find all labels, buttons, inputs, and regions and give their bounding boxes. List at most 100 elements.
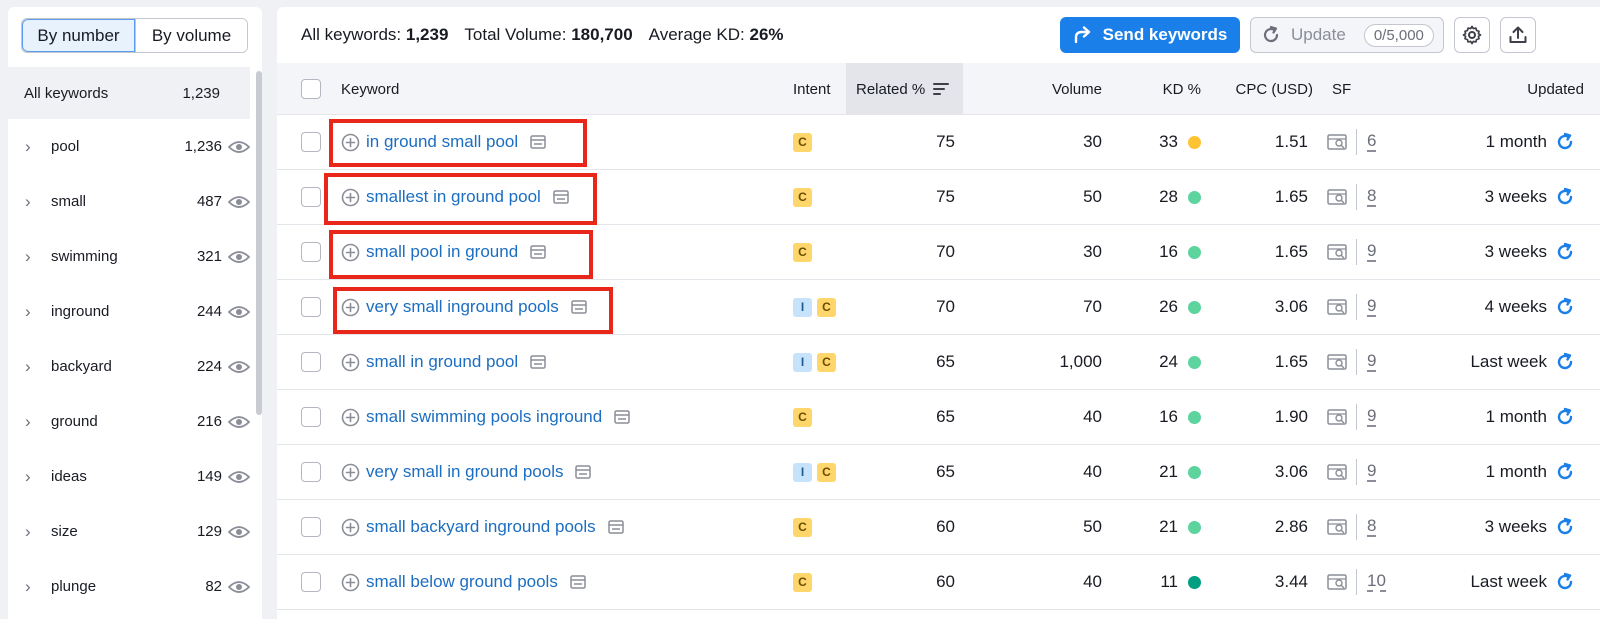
eye-icon[interactable]	[228, 470, 250, 484]
serp-features-icon[interactable]	[1327, 299, 1347, 315]
row-checkbox[interactable]	[301, 407, 321, 427]
by-number-button[interactable]: By number	[22, 19, 135, 52]
chevron-right-icon[interactable]: ›	[25, 466, 31, 486]
chevron-right-icon[interactable]: ›	[25, 521, 31, 541]
keyword-link[interactable]: small swimming pools inground	[366, 407, 603, 426]
serp-preview-icon[interactable]	[530, 355, 546, 369]
eye-icon[interactable]	[228, 415, 250, 429]
row-checkbox[interactable]	[301, 462, 321, 482]
refresh-icon[interactable]	[1555, 517, 1575, 537]
keyword-group-size[interactable]: › size 129	[8, 504, 250, 559]
serp-preview-icon[interactable]	[607, 520, 624, 534]
keyword-group-plunge[interactable]: › plunge 82	[8, 559, 250, 614]
send-keywords-button[interactable]: Send keywords	[1060, 17, 1240, 53]
keyword-group-backyard[interactable]: › backyard 224	[8, 339, 250, 394]
refresh-icon[interactable]	[1555, 242, 1575, 262]
add-circle-icon[interactable]	[341, 133, 360, 152]
keyword-link[interactable]: small pool in ground	[366, 242, 519, 261]
chevron-right-icon[interactable]: ›	[25, 136, 31, 156]
refresh-icon[interactable]	[1555, 132, 1575, 152]
sf-count[interactable]: 8	[1367, 185, 1377, 207]
chevron-right-icon[interactable]: ›	[25, 576, 31, 596]
keyword-group-ground[interactable]: › ground 216	[8, 394, 250, 449]
keyword-link[interactable]: very small in ground pools	[366, 462, 564, 481]
add-circle-icon[interactable]	[341, 243, 360, 262]
refresh-icon[interactable]	[1555, 297, 1575, 317]
sf-count[interactable]: 6	[1367, 130, 1377, 152]
add-circle-icon[interactable]	[341, 463, 360, 482]
settings-button[interactable]	[1454, 17, 1490, 53]
eye-icon[interactable]	[228, 580, 250, 594]
sf-count[interactable]: 9	[1367, 295, 1377, 317]
sf-count[interactable]: 9	[1367, 350, 1377, 372]
keyword-group-small[interactable]: › small 487	[8, 174, 250, 229]
related-column-header[interactable]: Related %	[846, 63, 963, 115]
sf-count[interactable]: 10	[1367, 570, 1386, 592]
serp-features-icon[interactable]	[1327, 134, 1347, 150]
row-checkbox[interactable]	[301, 352, 321, 372]
row-checkbox[interactable]	[301, 242, 321, 262]
serp-preview-icon[interactable]	[530, 135, 546, 149]
volume-column-header[interactable]: Volume	[1051, 80, 1102, 98]
eye-icon[interactable]	[228, 360, 250, 374]
keyword-link[interactable]: smallest in ground pool	[366, 187, 541, 206]
keyword-link[interactable]: in ground small pool	[366, 132, 519, 151]
keyword-link[interactable]: small backyard inground pools	[366, 517, 596, 536]
serp-preview-icon[interactable]	[575, 465, 592, 479]
add-circle-icon[interactable]	[341, 518, 360, 537]
chevron-right-icon[interactable]: ›	[25, 356, 31, 376]
eye-icon[interactable]	[228, 525, 250, 539]
row-checkbox[interactable]	[301, 187, 321, 207]
export-button[interactable]	[1500, 17, 1536, 53]
row-checkbox[interactable]	[301, 132, 321, 152]
sf-count[interactable]: 9	[1367, 240, 1377, 262]
add-circle-icon[interactable]	[341, 298, 360, 317]
chevron-right-icon[interactable]: ›	[25, 301, 31, 321]
serp-preview-icon[interactable]	[614, 410, 630, 424]
keyword-group-inground[interactable]: › inground 244	[8, 284, 250, 339]
keyword-group-swimming[interactable]: › swimming 321	[8, 229, 250, 284]
refresh-icon[interactable]	[1555, 572, 1575, 592]
refresh-icon[interactable]	[1555, 462, 1575, 482]
keyword-link[interactable]: small below ground pools	[366, 572, 558, 591]
cpc-column-header[interactable]: CPC (USD)	[1235, 80, 1314, 98]
keyword-column-header[interactable]: Keyword	[341, 80, 400, 98]
select-all-checkbox[interactable]	[301, 79, 321, 99]
add-circle-icon[interactable]	[341, 573, 360, 592]
row-checkbox[interactable]	[301, 297, 321, 317]
sf-count[interactable]: 9	[1367, 405, 1377, 427]
keyword-group-ideas[interactable]: › ideas 149	[8, 449, 250, 504]
add-circle-icon[interactable]	[341, 408, 360, 427]
sf-count[interactable]: 8	[1367, 515, 1377, 537]
serp-preview-icon[interactable]	[553, 190, 569, 204]
refresh-icon[interactable]	[1555, 407, 1575, 427]
row-checkbox[interactable]	[301, 572, 321, 592]
eye-icon[interactable]	[228, 140, 250, 154]
all-keywords-group[interactable]: All keywords 1,239	[8, 67, 250, 119]
updated-column-header[interactable]: Updated	[1527, 80, 1584, 98]
keyword-link[interactable]: very small inground pools	[366, 297, 559, 316]
refresh-icon[interactable]	[1555, 187, 1575, 207]
sf-count[interactable]: 9	[1367, 460, 1377, 482]
add-circle-icon[interactable]	[341, 353, 360, 372]
serp-preview-icon[interactable]	[571, 300, 587, 314]
serp-features-icon[interactable]	[1327, 354, 1347, 370]
by-volume-button[interactable]: By volume	[135, 19, 247, 52]
serp-features-icon[interactable]	[1327, 574, 1347, 590]
chevron-right-icon[interactable]: ›	[25, 191, 31, 211]
keyword-link[interactable]: small in ground pool	[366, 352, 519, 371]
keyword-group-pool[interactable]: › pool 1,236	[8, 119, 250, 174]
serp-features-icon[interactable]	[1327, 519, 1347, 535]
serp-features-icon[interactable]	[1327, 244, 1347, 260]
add-circle-icon[interactable]	[341, 188, 360, 207]
refresh-icon[interactable]	[1555, 352, 1575, 372]
intent-column-header[interactable]: Intent	[793, 80, 831, 98]
serp-features-icon[interactable]	[1327, 189, 1347, 205]
eye-icon[interactable]	[228, 305, 250, 319]
chevron-right-icon[interactable]: ›	[25, 246, 31, 266]
sidebar-scrollbar[interactable]	[256, 71, 262, 415]
serp-preview-icon[interactable]	[530, 245, 546, 259]
row-checkbox[interactable]	[301, 517, 321, 537]
serp-features-icon[interactable]	[1327, 464, 1347, 480]
update-button[interactable]: Update 0/5,000	[1250, 17, 1444, 53]
